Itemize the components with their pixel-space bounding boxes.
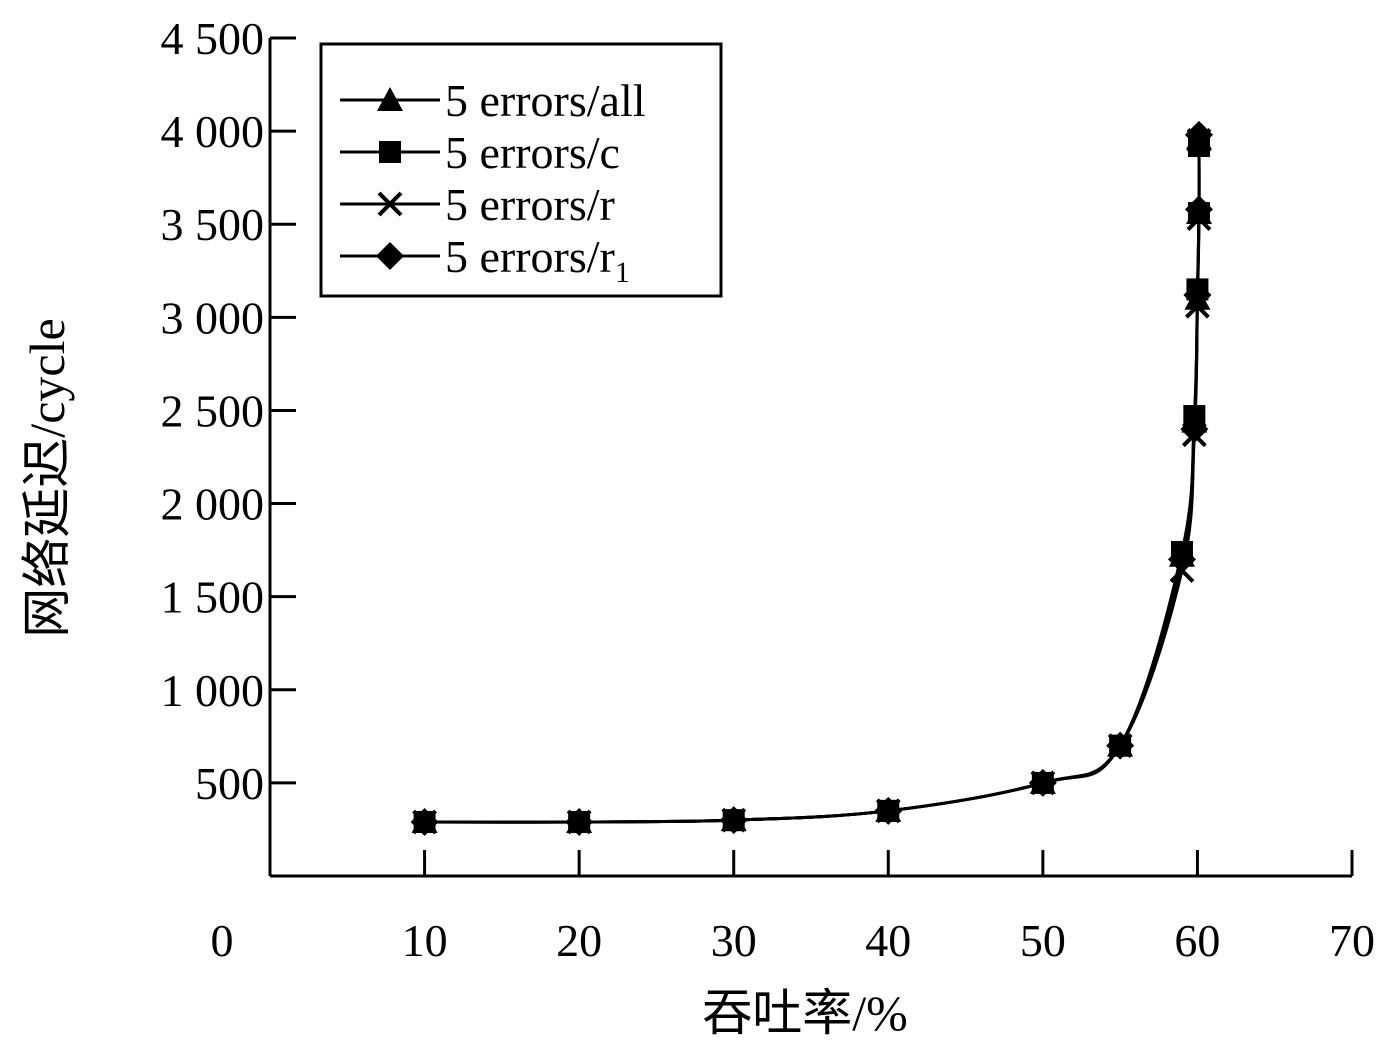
data-point-square (568, 810, 591, 833)
x-ticks: 0 10 20 30 40 50 60 70 (211, 850, 1375, 966)
legend-label-text: 5 errors/c (445, 127, 620, 178)
legend-box (319, 42, 723, 298)
data-point-square (1187, 135, 1210, 158)
data-point-square (1187, 202, 1210, 225)
data-point-square (1170, 540, 1193, 563)
data-point-square (413, 810, 436, 833)
legend-label: 5 errors/r (445, 179, 615, 230)
x-tick-label: 60 (1174, 915, 1220, 966)
legend-marker-triangle (377, 87, 403, 111)
axes (268, 38, 1352, 878)
x-tick-label: 10 (402, 915, 448, 966)
y-tick-label: 1 000 (161, 665, 265, 716)
legend-label-subscript: 1 (615, 256, 630, 289)
y-axis-title: 网络延迟/cycle (19, 318, 75, 637)
legend-label-text: 5 errors/all (445, 75, 646, 126)
x-axis-title: 吞吐率/% (702, 985, 908, 1041)
data-point-square (1031, 771, 1054, 794)
y-tick-label: 3 000 (161, 292, 265, 343)
data-point-square (722, 809, 745, 832)
y-ticks: 500 1 000 1 500 2 000 2 500 3 000 3 500 4 000 4 … (161, 13, 296, 809)
x-tick-label: 40 (865, 915, 911, 966)
x-tick-label: 30 (711, 915, 757, 966)
legend-marker-diamond (376, 242, 404, 270)
data-point-square (877, 799, 900, 822)
x-tick-label: 50 (1020, 915, 1066, 966)
y-tick-label: 1 500 (161, 572, 265, 623)
data-point-square (1186, 278, 1209, 301)
legend-label-text: 5 errors/r (445, 231, 615, 282)
y-tick-label: 2 500 (161, 385, 265, 436)
legend-marker-square (379, 141, 401, 163)
legend-label: 5 errors/all (445, 75, 646, 126)
x-tick-label: 0 (211, 915, 234, 966)
x-tick-label: 70 (1329, 915, 1375, 966)
y-tick-label: 4 500 (161, 13, 265, 64)
data-point-square (1109, 734, 1132, 757)
y-tick-label: 4 000 (161, 106, 265, 157)
y-tick-label: 2 000 (161, 479, 265, 530)
data-point-square (1183, 405, 1206, 428)
plot-series (410, 120, 1213, 836)
legend-marker-x (377, 191, 403, 217)
series-markers (413, 135, 1210, 833)
legend-label: 5 errors/r1 (445, 231, 630, 289)
x-tick-label: 20 (556, 915, 602, 966)
legend-label-text: 5 errors/r (445, 179, 615, 230)
y-tick-label: 3 500 (161, 199, 265, 250)
y-tick-label: 500 (195, 758, 264, 809)
legend-label: 5 errors/c (445, 127, 620, 178)
